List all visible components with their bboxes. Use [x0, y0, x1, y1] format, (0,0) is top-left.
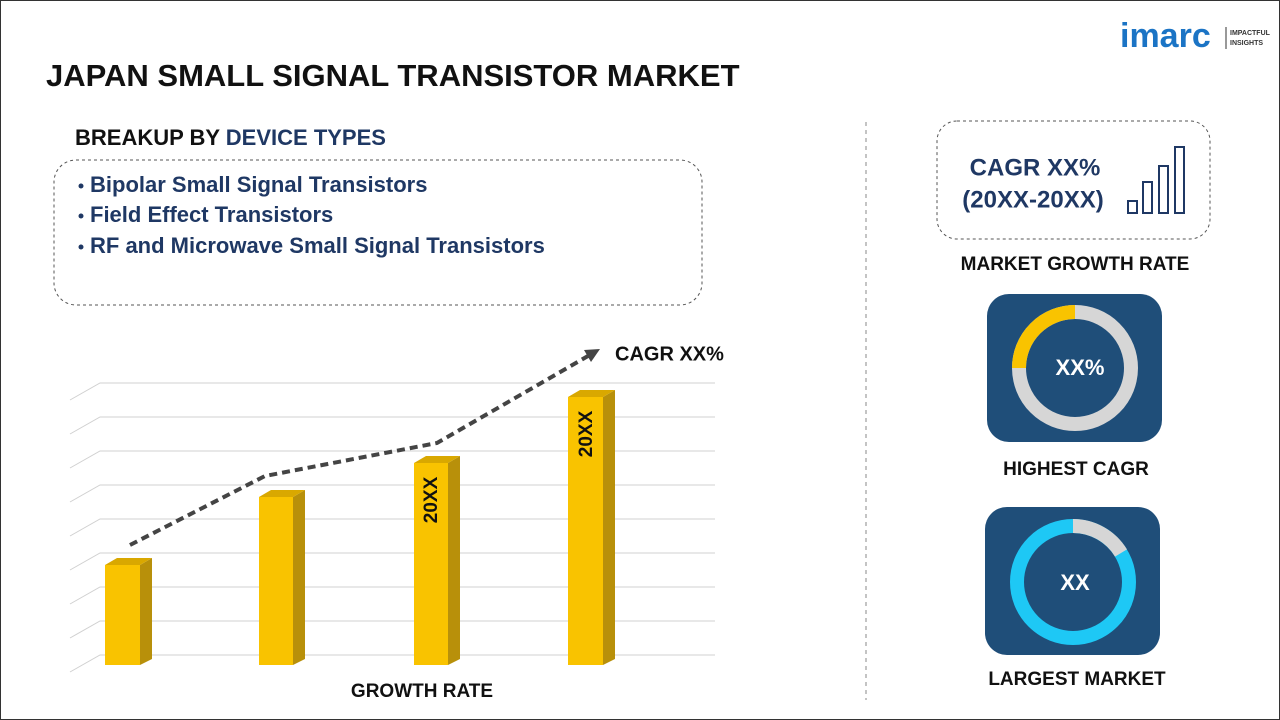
bullet	[78, 244, 84, 250]
cagr-label: CAGR XX%	[615, 343, 724, 365]
breakup-item: Bipolar Small Signal Transistors	[90, 172, 427, 197]
title: JAPAN SMALL SIGNAL TRANSISTOR MARKET	[46, 58, 740, 93]
largest-market-value: XX	[1060, 570, 1090, 595]
cagr-box-text: (20XX-20XX)	[962, 186, 1103, 213]
bar-label: 20XX	[576, 410, 597, 457]
market-growth-label: MARKET GROWTH RATE	[961, 254, 1190, 275]
bullet	[78, 183, 84, 189]
trend-arrow	[584, 349, 600, 362]
donut-segment	[1072, 518, 1127, 557]
breakup-label: BREAKUP BY	[75, 125, 220, 150]
breakup-box	[53, 159, 703, 306]
highest-cagr-label: HIGHEST CAGR	[1003, 459, 1149, 480]
breakup-item: RF and Microwave Small Signal Transistor…	[90, 233, 545, 258]
cagr-box-text: CAGR XX%	[970, 154, 1101, 181]
breakup-item: Field Effect Transistors	[90, 202, 333, 227]
logo: imarc	[1120, 17, 1211, 55]
bar-label: 20XX	[421, 476, 442, 523]
breakup-highlight: DEVICE TYPES	[226, 125, 386, 150]
logo-tagline: INSIGHTS	[1230, 40, 1263, 47]
decor-grid	[69, 382, 715, 673]
growth-icon	[1127, 146, 1185, 214]
trend-line	[129, 354, 589, 547]
donut-segment	[1012, 305, 1076, 369]
highest-cagr-value: XX%	[1056, 355, 1105, 380]
bullet	[78, 213, 84, 219]
breakup-heading: BREAKUP BY DEVICE TYPES	[75, 125, 386, 150]
logo-tagline: IMPACTFUL	[1230, 30, 1271, 37]
largest-market-label: LARGEST MARKET	[988, 669, 1166, 690]
cagr-box	[936, 120, 1211, 240]
decor-bars	[105, 390, 615, 665]
axis-label: GROWTH RATE	[351, 681, 493, 702]
